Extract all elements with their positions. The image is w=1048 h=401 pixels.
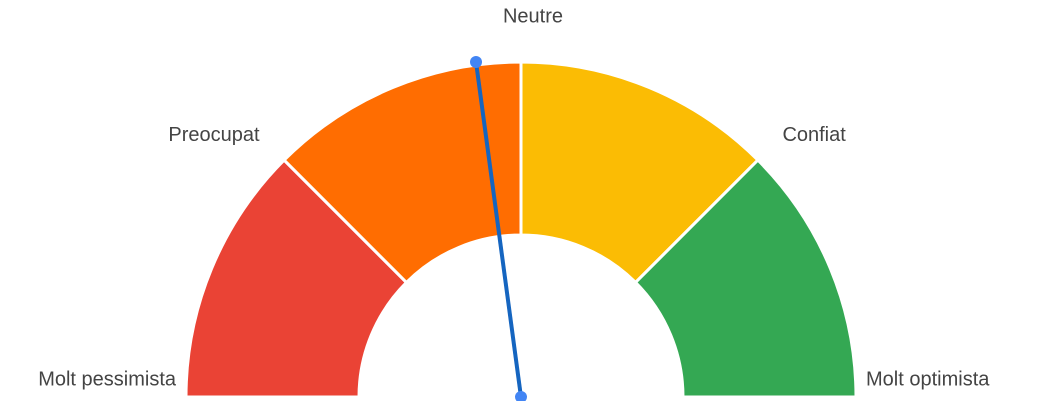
gauge-band bbox=[633, 157, 858, 399]
gauge-band bbox=[519, 60, 761, 285]
needle-tip bbox=[470, 56, 483, 69]
gauge-label: Molt optimista bbox=[866, 368, 990, 390]
needle bbox=[474, 61, 523, 398]
gauge-label: Preocupat bbox=[168, 124, 260, 146]
gauge-band bbox=[281, 60, 523, 285]
gauge-label: Neutre bbox=[503, 5, 563, 27]
needle-hub bbox=[515, 391, 527, 401]
gauge-label: Confiat bbox=[782, 124, 846, 146]
gauge-label: Molt pessimista bbox=[38, 368, 177, 390]
gauge-band bbox=[184, 157, 409, 399]
